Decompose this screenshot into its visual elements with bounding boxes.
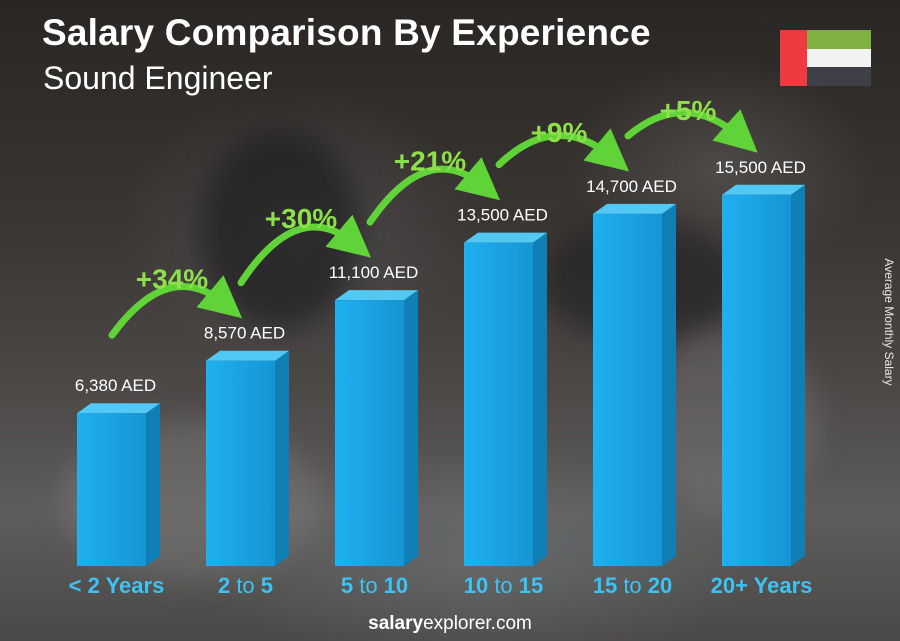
increase-percent-label: +30% [265,203,337,234]
increase-arrow [624,109,758,153]
category-label: < 2 Years [69,573,165,598]
bar-side [791,184,805,566]
category-label-part: to [230,573,261,598]
increase-percent-label: +9% [531,117,588,148]
increase-arrow [108,275,243,339]
bar-top [593,203,676,214]
bar [464,242,533,567]
bar-top [464,232,547,243]
category-label-part: to [617,573,648,598]
chart-subtitle: Sound Engineer [43,60,273,96]
increase-percent-label: +34% [136,264,208,295]
category-label-part: 10 [464,573,488,598]
bar-side [146,403,160,566]
brand-name-bold: salary [368,613,424,634]
bar-value-label: 6,380 AED [75,376,156,395]
category-label-part: 10 [384,573,408,598]
uae-flag-icon [780,30,871,86]
category-label-part: to [488,573,519,598]
category-label-part: 15 [519,573,543,598]
category-label-part: 5 [341,573,353,598]
bar-value-label: 11,100 AED [329,263,418,282]
increase-percent-label: +5% [660,95,717,126]
bar-side [404,290,418,566]
category-label-part: 15 [593,573,617,598]
flag-red-band [780,30,807,86]
category-label: 15 to 20 [593,573,673,598]
increase-arrow [237,214,372,287]
bar-side [533,232,547,567]
bar-value-label: 13,500 AED [457,206,548,225]
increase-arrow [366,157,501,226]
bar [593,213,662,566]
bar [206,360,275,566]
bar [722,194,791,566]
chart-title: Salary Comparison By Experience [42,12,651,53]
bar-value-label: 14,700 AED [586,177,677,196]
bar-side [275,350,289,566]
category-label: 10 to 15 [464,573,544,598]
flag-black-band [807,67,871,86]
bar [335,300,404,566]
bar-value-label: 15,500 AED [715,158,806,177]
bar-top [335,290,418,301]
category-label-part: 20 [648,573,672,598]
bar-top [722,184,805,195]
bar-value-label: 8,570 AED [204,324,285,343]
bar-side [662,203,676,566]
flag-white-band [807,49,871,67]
category-label-part: 20+ Years [711,573,813,598]
category-label: 2 to 5 [218,573,273,598]
category-label-part: to [353,573,384,598]
category-label: 5 to 10 [341,573,408,598]
brand-footer: salaryexplorer.com [0,613,900,635]
bar [77,413,146,566]
brand-name-rest: explorer.com [423,613,532,634]
category-label: 20+ Years [711,573,813,598]
bar-top [206,350,289,361]
category-label-part: < 2 Years [69,573,165,598]
category-label-part: 5 [261,573,273,598]
increase-percent-label: +21% [394,146,466,177]
category-label-part: 2 [218,573,230,598]
bar-top [77,403,160,414]
increase-arrow [495,128,630,172]
flag-green-band [807,30,871,49]
